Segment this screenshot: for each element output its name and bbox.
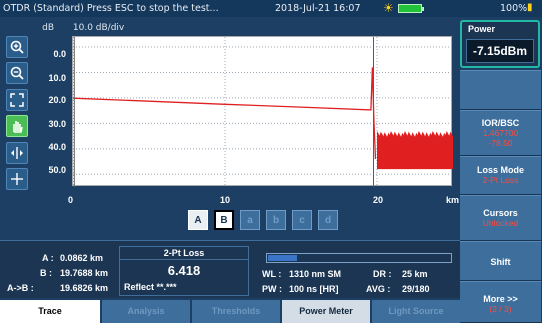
otdr-trace-plot[interactable]	[72, 36, 453, 187]
cursor-b-value: 19.7688 km	[60, 268, 109, 278]
y-tick-label: 30.0	[48, 119, 66, 129]
battery-icon	[398, 4, 424, 13]
noise-floor	[377, 131, 453, 170]
cursors-value: Unlocked	[482, 218, 519, 228]
blank-softkey[interactable]	[460, 70, 541, 110]
wavelength-label: WL :	[262, 269, 282, 279]
tab-thresholds[interactable]: Thresholds	[192, 300, 280, 323]
cursor-a-label: A :	[42, 253, 54, 263]
y-tick-label: 50.0	[48, 165, 66, 175]
cursor-button-small-a[interactable]: a	[240, 210, 260, 230]
shift-label: Shift	[490, 257, 511, 267]
a-to-b-value: 19.6826 km	[60, 283, 109, 293]
loss-mode-label: Loss Mode	[476, 165, 524, 175]
y-tick-label: 10.0	[48, 73, 66, 83]
loss-mode-value: 2-Pt Loss	[482, 175, 519, 185]
loss-value: 6.418	[167, 263, 201, 278]
trace-line	[72, 67, 377, 160]
distance-range-label: DR :	[373, 269, 392, 279]
cursor-button-small-b[interactable]: b	[266, 210, 286, 230]
graph-header: dB 10.0 dB/div	[36, 23, 134, 33]
more-page: (2 / 3)	[489, 304, 512, 314]
distance-range-value: 25 km	[402, 269, 428, 279]
progress-fill	[268, 255, 297, 261]
cursors-button[interactable]: Cursors Unlocked	[460, 195, 541, 241]
a-to-b-label: A->B :	[7, 283, 34, 293]
fit-to-screen-icon[interactable]	[6, 89, 28, 111]
title-bar: OTDR (Standard) Press ESC to stop the te…	[0, 0, 542, 17]
ior-bsc-label: IOR/BSC	[481, 118, 520, 128]
acquisition-progress-bar	[266, 253, 452, 263]
pulse-width-label: PW :	[262, 284, 282, 294]
tab-trace[interactable]: Trace	[0, 300, 100, 323]
scale-label: 10.0 dB/div	[72, 23, 125, 33]
battery-percent: 100%	[500, 3, 528, 14]
cursors-label: Cursors	[483, 208, 518, 218]
x-tick-label: 10	[220, 195, 231, 205]
sun-icon: ☀	[383, 1, 394, 15]
zoom-in-icon[interactable]	[6, 36, 28, 58]
ior-bsc-button[interactable]: IOR/BSC 1.467700 -78.50	[460, 110, 541, 156]
cursor-button-b[interactable]: B	[214, 210, 234, 230]
power-value: -7.15dBm	[466, 39, 534, 63]
x-tick-label: 20	[373, 195, 384, 205]
vertical-zoom-icon[interactable]	[6, 168, 28, 190]
y-tick-label: 20.0	[48, 95, 66, 105]
bsc-value: -78.50	[488, 138, 513, 148]
cursor-button-small-c[interactable]: c	[292, 210, 312, 230]
more-label: More >>	[483, 294, 518, 304]
ior-value: 1.467700	[482, 128, 519, 138]
cursor-b-label: B :	[40, 268, 52, 278]
trace-svg	[72, 37, 453, 187]
window-title: OTDR (Standard) Press ESC to stop the te…	[3, 3, 219, 14]
shift-button[interactable]: Shift	[460, 241, 541, 281]
x-unit-label: km	[446, 195, 460, 205]
y-tick-label: 0.0	[53, 49, 66, 59]
pulse-width-value: 100 ns [HR]	[289, 284, 339, 294]
zoom-out-icon[interactable]	[6, 62, 28, 84]
power-readout: Power -7.15dBm	[460, 20, 540, 68]
power-plug-icon: ▮	[527, 2, 533, 13]
horizontal-zoom-icon[interactable]	[6, 142, 28, 164]
power-label: Power	[468, 24, 496, 34]
averaging-label: AVG :	[366, 284, 391, 294]
y-tick-label: 40.0	[48, 142, 66, 152]
x-tick-label: 0	[68, 195, 74, 205]
wavelength-value: 1310 nm SM	[289, 269, 342, 279]
datetime: 2018-Jul-21 16:07	[275, 3, 361, 14]
loss-header: 2-Pt Loss	[120, 247, 248, 260]
reflectance-value: Reflect **.***	[124, 282, 177, 292]
two-point-loss-box: 2-Pt Loss 6.418 Reflect **.***	[119, 246, 249, 296]
y-unit-label: dB	[42, 23, 54, 33]
more-button[interactable]: More >> (2 / 3)	[460, 281, 541, 323]
tab-light-source[interactable]: Light Source	[372, 300, 460, 323]
tab-analysis[interactable]: Analysis	[102, 300, 190, 323]
cursor-button-a[interactable]: A	[188, 210, 208, 230]
cursor-button-small-d[interactable]: d	[318, 210, 338, 230]
averaging-value: 29/180	[402, 284, 430, 294]
pan-hand-icon[interactable]	[6, 115, 28, 137]
loss-mode-button[interactable]: Loss Mode 2-Pt Loss	[460, 156, 541, 195]
cursor-a-value: 0.0862 km	[60, 253, 104, 263]
tab-power-meter[interactable]: Power Meter	[282, 300, 370, 323]
measurement-info-panel	[0, 240, 460, 298]
